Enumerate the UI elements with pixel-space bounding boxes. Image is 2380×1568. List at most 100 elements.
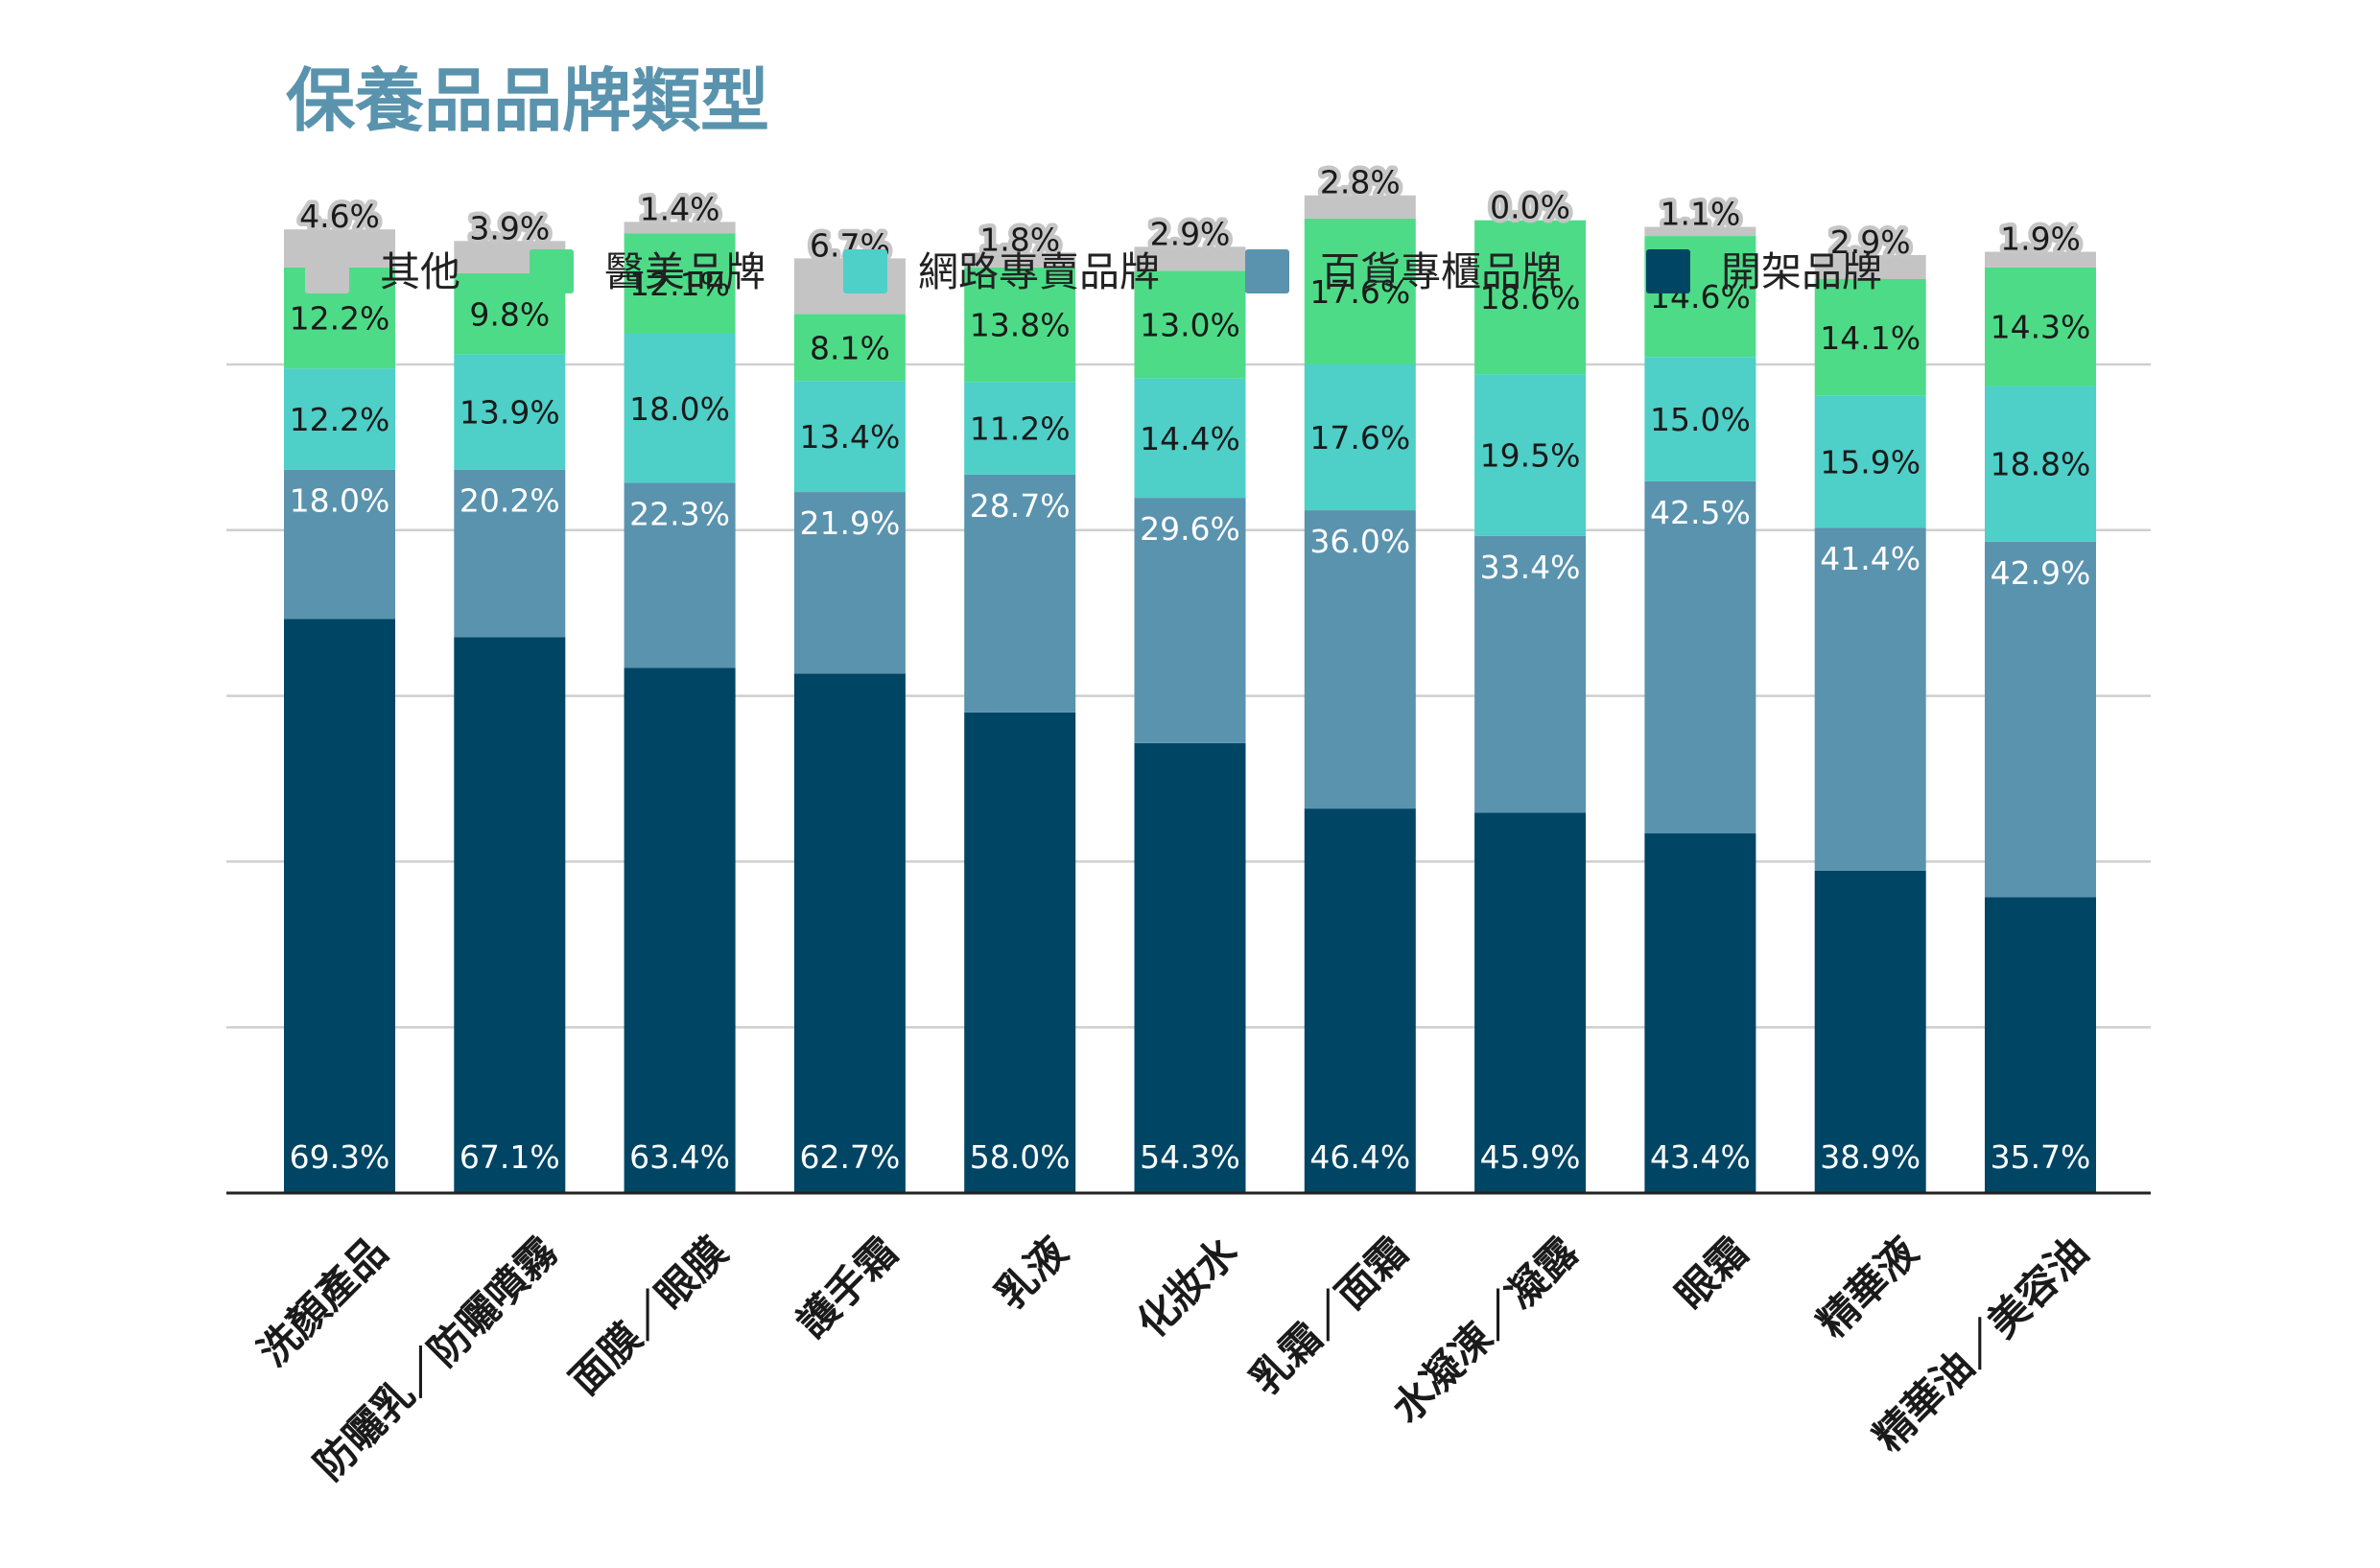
data-label: 67.1%	[460, 1138, 560, 1176]
bar-segment-1	[1814, 870, 1926, 1193]
bar-segment-3	[1985, 386, 2096, 542]
bar-segment-4	[1814, 279, 1926, 396]
bar-segment-4	[1985, 267, 2096, 386]
data-label: 4.6%	[299, 198, 380, 235]
bar-segment-4	[624, 233, 736, 335]
data-label: 13.8%	[970, 307, 1071, 344]
bar-segment-2	[793, 492, 906, 674]
data-label: 15.0%	[1650, 401, 1751, 438]
bar-segment-1	[454, 637, 566, 1193]
category-label: 眼霜	[1666, 1228, 1756, 1318]
bar-segment-3	[1474, 374, 1587, 536]
data-label: 1.9%	[2000, 220, 2081, 257]
data-label: 0.0%	[1490, 189, 1570, 226]
data-label: 18.0%	[290, 482, 390, 520]
data-label: 21.9%	[799, 504, 900, 542]
bar-segment-4	[793, 314, 906, 382]
data-label: 36.0%	[1309, 523, 1410, 560]
category-label: 乳液	[986, 1228, 1076, 1318]
data-label: 42.9%	[1991, 554, 2091, 592]
bar-segment-2	[1644, 480, 1756, 834]
data-label: 17.6%	[1309, 419, 1410, 456]
data-label: 18.6%	[1480, 279, 1581, 316]
data-label: 18.8%	[1991, 446, 2091, 483]
data-label: 11.2%	[970, 410, 1071, 448]
bar-segment-1	[793, 673, 906, 1193]
data-label: 22.3%	[629, 496, 730, 533]
data-label: 13.0%	[1140, 307, 1240, 344]
data-label: 8.1%	[810, 329, 890, 366]
bar-segment-1	[284, 619, 395, 1193]
data-label: 42.5%	[1650, 494, 1751, 531]
data-labels: 69.3% 18.0% 12.2% 12.2% 4.6% 67.1% 20.2% 13.9% 9…	[290, 159, 2091, 1176]
data-label: 33.4%	[1480, 549, 1581, 586]
legend-label: 網路專賣品牌	[918, 248, 1160, 295]
bar-segment-1	[1134, 742, 1246, 1193]
bar-segment-1	[1985, 897, 2096, 1193]
bar-segment-1	[1644, 833, 1756, 1193]
data-label: 35.7%	[1991, 1138, 2091, 1176]
legend-label: 其他	[380, 248, 460, 295]
data-label: 14.3%	[1991, 309, 2091, 346]
chart-title: 保養品品牌類型	[286, 60, 769, 141]
bar-segment-4	[1304, 218, 1416, 364]
data-label: 1.8%	[979, 221, 1060, 258]
category-label: 乳霜／面霜	[1241, 1228, 1417, 1403]
data-label: 12.1%	[629, 266, 730, 303]
category-label: 護手霜	[788, 1228, 907, 1346]
bar-segment-2	[1474, 535, 1587, 813]
bar-segment-3	[1304, 364, 1416, 511]
bar-segment-3	[624, 334, 736, 483]
bar-segment-2	[284, 469, 395, 620]
data-label: 2.9%	[1150, 215, 1231, 252]
bar-segment-5	[1985, 251, 2096, 268]
data-label: 12.2%	[290, 401, 390, 438]
data-label: 2.9%	[1830, 223, 1911, 261]
legend-label: 醫美品牌	[604, 248, 766, 295]
data-label: 28.7%	[970, 487, 1071, 525]
legend-swatch	[530, 249, 574, 293]
bar-segment-2	[1985, 541, 2096, 898]
bar-segment-3	[793, 381, 906, 493]
bar-segment-2	[1134, 498, 1246, 743]
data-label: 41.4%	[1820, 540, 1920, 577]
bar-segment-3	[284, 368, 395, 470]
data-label: 12.2%	[290, 300, 390, 338]
legend-swatch	[1646, 249, 1690, 293]
data-label: 1.1%	[1660, 196, 1740, 233]
data-label: 58.0%	[970, 1138, 1071, 1176]
category-label: 面膜／眼膜	[561, 1228, 737, 1403]
data-label: 45.9%	[1480, 1138, 1581, 1176]
data-label: 14.1%	[1820, 319, 1920, 357]
data-label: 54.3%	[1140, 1138, 1240, 1176]
data-label: 63.4%	[629, 1138, 730, 1176]
bar-segment-3	[1814, 395, 1926, 528]
data-label: 19.5%	[1480, 437, 1581, 475]
bar-segment-1	[624, 667, 736, 1193]
bar-segment-3	[1644, 357, 1756, 481]
data-label: 3.9%	[469, 209, 550, 246]
bar-segment-5	[1644, 226, 1756, 237]
bars	[284, 195, 2096, 1193]
data-label: 1.4%	[640, 190, 720, 227]
bar-segment-5	[1814, 254, 1926, 280]
data-label: 17.6%	[1309, 273, 1410, 311]
legend-swatch	[843, 249, 887, 293]
bar-segment-2	[1304, 510, 1416, 809]
bar-segment-5	[964, 252, 1076, 268]
data-label: 18.0%	[629, 390, 730, 428]
bar-segment-4	[964, 267, 1076, 383]
bar-segment-1	[964, 712, 1076, 1193]
bar-segment-1	[1304, 808, 1416, 1193]
legend-swatch	[305, 249, 349, 293]
data-label: 69.3%	[290, 1138, 390, 1176]
data-label: 38.9%	[1820, 1138, 1920, 1176]
bar-segment-2	[624, 482, 736, 668]
bar-segment-5	[624, 222, 736, 234]
data-label: 20.2%	[460, 482, 560, 520]
data-label: 13.4%	[799, 418, 900, 456]
bar-segment-2	[454, 469, 566, 638]
category-label: 洗顏產品	[249, 1228, 396, 1374]
